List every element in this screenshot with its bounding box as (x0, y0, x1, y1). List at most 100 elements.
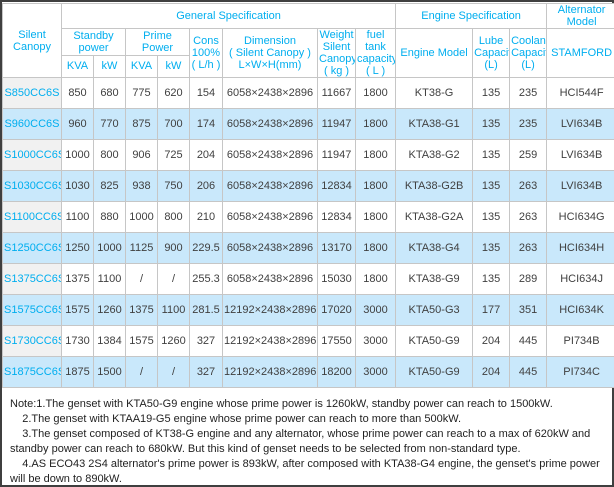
note-line: Note:1.The genset with KTA50-G9 engine w… (10, 398, 553, 410)
lube-cell: 135 (472, 77, 511, 109)
weight-cell: 17020 (317, 294, 356, 326)
header-group-row: Silent Canopy General Specification Engi… (2, 3, 614, 78)
standby-kva-cell: 1000 (61, 139, 94, 171)
model-cell[interactable]: S1875CC6S (2, 356, 62, 388)
standby-kva-cell: 1375 (61, 263, 94, 295)
alternator-cell: HCI634H (546, 232, 614, 264)
engine-model-cell: KTA50-G9 (395, 356, 474, 388)
model-cell[interactable]: S1030CC6S (2, 170, 62, 202)
table-row: S1875CC6S 1875 1500//327 12192×2438×2896 182… (2, 356, 614, 388)
weight-cell: 15030 (317, 263, 356, 295)
col-header-standby-kw: kW (93, 54, 126, 79)
prime-kw-cell: 620 (157, 77, 190, 109)
coolant-cell: 263 (509, 170, 548, 202)
weight-cell: 12834 (317, 170, 356, 202)
alternator-cell: PI734B (546, 325, 614, 357)
alternator-cell: HCI544F (546, 77, 614, 109)
prime-kw-cell: 1260 (157, 325, 190, 357)
standby-kw-cell: 1000 (93, 232, 126, 264)
alternator-cell: LVI634B (546, 108, 614, 140)
lube-cell: 204 (472, 356, 511, 388)
cons-cell: 174 (189, 108, 223, 140)
fuel-tank-cell: 3000 (354, 356, 397, 388)
table-row: S1575CC6S 1575 1260 1375 1100 281.5 12192×2438… (2, 294, 614, 326)
col-header-stamford: STAMFORD (546, 28, 614, 78)
header-units-row: KVA kW KVA kW (3, 54, 614, 79)
col-header-coolant-capacity: Coolant Capacity (L) (509, 28, 548, 78)
coolant-cell: 235 (509, 108, 548, 140)
weight-cell: 13170 (317, 232, 356, 264)
prime-kva-cell: 938 (125, 170, 158, 202)
prime-kva-cell: / (125, 356, 158, 388)
dimension-cell: 6058×2438×2896 (222, 232, 318, 264)
prime-kw-cell: / (157, 263, 190, 295)
standby-kva-cell: 1030 (61, 170, 94, 202)
col-header-silent-canopy: Silent Canopy (2, 3, 62, 78)
spec-table-header: Silent Canopy General Specification Engi… (2, 3, 614, 79)
prime-kw-cell: 900 (157, 232, 190, 264)
fuel-tank-cell: 1800 (354, 263, 397, 295)
standby-kw-cell: 1384 (93, 325, 126, 357)
col-header-prime-kva: KVA (125, 54, 158, 79)
col-header-cons: Cons 100% ( L/h ) (189, 28, 223, 78)
prime-kw-cell: / (157, 356, 190, 388)
prime-kw-cell: 700 (157, 108, 190, 140)
alternator-cell: LVI634B (546, 139, 614, 171)
model-cell[interactable]: S960CC6S (2, 108, 62, 140)
fuel-tank-cell: 3000 (354, 325, 397, 357)
model-cell[interactable]: S1575CC6S (2, 294, 62, 326)
coolant-cell: 351 (509, 294, 548, 326)
group-header-engine-specification: Engine Specification (395, 3, 548, 29)
lube-cell: 135 (472, 108, 511, 140)
dimension-cell: 6058×2438×2896 (222, 170, 318, 202)
engine-model-cell: KTA38-G4 (395, 232, 474, 264)
lube-cell: 135 (472, 263, 511, 295)
model-cell[interactable]: S1730CC6S (2, 325, 62, 357)
lube-cell: 204 (472, 325, 511, 357)
standby-kva-cell: 1730 (61, 325, 94, 357)
table-row: S1030CC6S 1030 825 938 750 206 6058×2438×2896 1… (2, 170, 614, 202)
prime-kw-cell: 1100 (157, 294, 190, 326)
model-cell[interactable]: S850CC6S (2, 77, 62, 109)
lube-cell: 135 (472, 232, 511, 264)
table-row: S850CC6S 850 680 775 620 154 6058×2438×2896 116… (2, 77, 614, 109)
table-row: S1730CC6S 1730 1384 1575 1260 327 12192×2438×2… (2, 325, 614, 357)
engine-model-cell: KTA50-G3 (395, 294, 474, 326)
spec-table: Silent Canopy General Specification Engi… (2, 3, 614, 388)
prime-kva-cell: 875 (125, 108, 158, 140)
model-cell[interactable]: S1100CC6S (2, 201, 62, 233)
coolant-cell: 445 (509, 356, 548, 388)
col-header-standby-kva: KVA (61, 54, 94, 79)
fuel-tank-cell: 1800 (354, 232, 397, 264)
fuel-tank-cell: 3000 (354, 294, 397, 326)
fuel-tank-cell: 1800 (354, 139, 397, 171)
engine-model-cell: KTA38-G2A (395, 201, 474, 233)
weight-cell: 12834 (317, 201, 356, 233)
prime-kw-cell: 750 (157, 170, 190, 202)
table-row: S1000CC6S 1000 800 906 725 204 6058×2438×2896 1… (2, 139, 614, 171)
weight-cell: 17550 (317, 325, 356, 357)
coolant-cell: 263 (509, 232, 548, 264)
engine-model-cell: KTA38-G9 (395, 263, 474, 295)
col-header-dimension: Dimension ( Silent Canopy ) L×W×H(mm) (222, 28, 318, 78)
engine-model-cell: KTA38-G1 (395, 108, 474, 140)
standby-kva-cell: 960 (61, 108, 94, 140)
table-row: S1250CC6S 1250 1000 1125 900 229.5 6058×2438×2… (2, 232, 614, 264)
weight-cell: 11947 (317, 139, 356, 171)
model-cell[interactable]: S1250CC6S (2, 232, 62, 264)
cons-cell: 204 (189, 139, 223, 171)
standby-kw-cell: 1260 (93, 294, 126, 326)
cons-cell: 229.5 (189, 232, 223, 264)
prime-kva-cell: / (125, 263, 158, 295)
coolant-cell: 235 (509, 77, 548, 109)
alternator-cell: HCI634J (546, 263, 614, 295)
model-cell[interactable]: S1000CC6S (2, 139, 62, 171)
standby-kva-cell: 1875 (61, 356, 94, 388)
model-cell[interactable]: S1375CC6S (2, 263, 62, 295)
col-header-lube-capacity: Lube Capacity (L) (472, 28, 511, 78)
spec-table-body: S850CC6S 850 680 775 620 154 6058×2438×2896 116… (2, 77, 614, 388)
cons-cell: 281.5 (189, 294, 223, 326)
dimension-cell: 12192×2438×2896 (222, 325, 318, 357)
group-header-general-specification: General Specification (60, 3, 397, 29)
coolant-cell: 445 (509, 325, 548, 357)
